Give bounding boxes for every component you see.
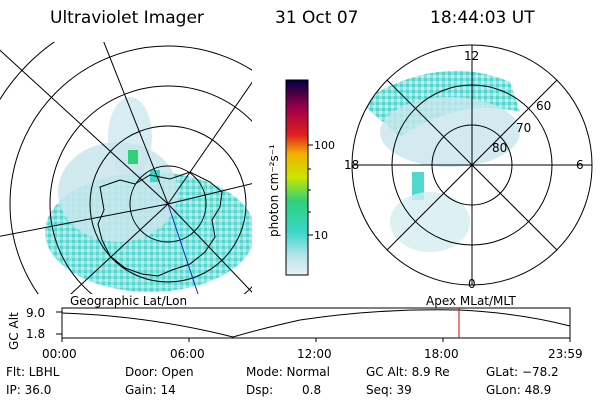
time-tick-2359: 23:59 xyxy=(548,347,583,361)
instrument-title: Ultraviolet Imager xyxy=(50,8,204,28)
magnetic-polar-plot: 12 18 6 0 60 70 80 xyxy=(344,44,593,291)
altitude-axis-label: GC Alt xyxy=(7,312,21,350)
door-status: Door: Open xyxy=(125,365,194,379)
satellite-track xyxy=(167,203,199,294)
mlat-label-60: 60 xyxy=(536,99,551,113)
aurora-bright-spot xyxy=(128,150,138,164)
time-tick-1800: 18:00 xyxy=(424,347,459,361)
ip-status: IP: 36.0 xyxy=(6,383,52,397)
mlat-grid xyxy=(351,44,593,286)
time-tick-0000: 00:00 xyxy=(42,347,77,361)
dsp-label: Dsp: xyxy=(246,383,274,397)
mode-status: Mode: Normal xyxy=(246,365,330,379)
colorbar-tick-10: 10 xyxy=(314,229,328,242)
mlt-label-12: 12 xyxy=(464,49,479,63)
geographic-coords-label: Geographic Lat/Lon xyxy=(70,294,188,308)
geographic-longitude: GLon: 48.9 xyxy=(486,383,552,397)
mlat-label-80: 80 xyxy=(492,141,507,155)
dsp-value: 0.8 xyxy=(302,383,322,397)
gc-altitude-status: GC Alt: 8.9 Re xyxy=(366,365,450,379)
altitude-tick-high: 9.0 xyxy=(26,306,45,320)
altitude-tick-low: 1.8 xyxy=(26,327,45,341)
geographic-grid xyxy=(0,42,252,294)
sequence-status: Seq: 39 xyxy=(366,383,412,397)
altitude-panel: GC Alt 9.0 1.8 00:00 06:00 12:00 18:00 2… xyxy=(7,306,583,361)
continent-outline xyxy=(97,171,223,277)
geographic-latitude: GLat: −78.2 xyxy=(486,365,559,379)
time-tick-0600: 06:00 xyxy=(170,347,205,361)
time-tick-1200: 12:00 xyxy=(297,347,332,361)
mlat-label-70: 70 xyxy=(516,121,531,135)
date-label: 31 Oct 07 xyxy=(275,8,359,28)
mlt-label-18: 18 xyxy=(344,158,359,172)
time-label: 18:44:03 UT xyxy=(430,8,535,28)
apex-coords-label: Apex MLat/MLT xyxy=(426,294,516,308)
colorbar-tick-100: 100 xyxy=(314,139,335,152)
filter-status: Flt: LBHL xyxy=(6,365,60,379)
mlt-label-6: 6 xyxy=(576,158,584,172)
altitude-curve xyxy=(61,309,571,338)
colorbar: 100 10 photon cm⁻²s⁻¹ xyxy=(267,79,335,276)
geographic-uv-image xyxy=(0,42,252,294)
gain-status: Gain: 14 xyxy=(125,383,176,397)
mlt-label-0: 0 xyxy=(468,277,476,291)
colorbar-unit-label: photon cm⁻²s⁻¹ xyxy=(267,144,281,237)
